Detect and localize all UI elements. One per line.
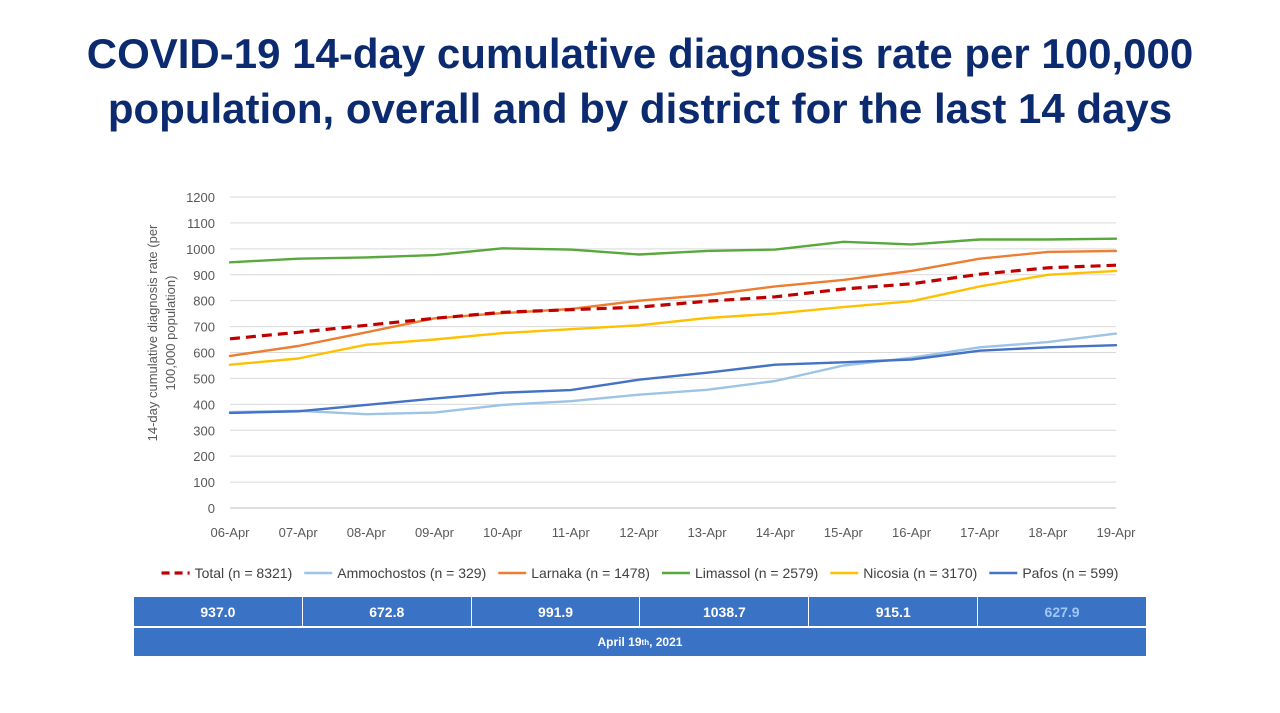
y-tick-label: 100 — [193, 475, 215, 490]
x-tick-label: 10-Apr — [483, 525, 523, 540]
series-line-nicosia — [228, 269, 1118, 366]
x-tick-label: 11-Apr — [552, 525, 591, 540]
y-tick-label: 900 — [193, 268, 215, 283]
y-tick-label: 400 — [193, 397, 215, 412]
summary-values-row: 937.0 672.8 991.9 1038.7 915.1 627.9 — [134, 597, 1146, 626]
x-tick-label: 19-Apr — [1096, 525, 1136, 540]
x-tick-label: 12-Apr — [619, 525, 659, 540]
series-line-limassol — [228, 237, 1118, 264]
legend-label-ammochostos: Ammochostos (n = 329) — [337, 565, 486, 581]
y-axis-title-line-1: 14-day cumulative diagnosis rate (per — [145, 224, 160, 441]
x-tick-label: 08-Apr — [347, 525, 387, 540]
y-tick-label: 1000 — [186, 242, 215, 257]
legend-label-limassol: Limassol (n = 2579) — [695, 565, 818, 581]
summary-date-main: April 19 — [597, 635, 642, 649]
legend-label-nicosia: Nicosia (n = 3170) — [863, 565, 977, 581]
x-tick-label: 16-Apr — [892, 525, 932, 540]
y-tick-label: 300 — [193, 423, 215, 438]
x-tick-label: 06-Apr — [210, 525, 250, 540]
summary-value-total: 937.0 — [134, 597, 303, 626]
y-tick-label: 1200 — [186, 190, 215, 205]
series-line-larnaka — [228, 249, 1118, 358]
page-title: COVID-19 14-day cumulative diagnosis rat… — [0, 26, 1280, 136]
summary-value-ammochostos: 672.8 — [303, 597, 472, 626]
legend-label-larnaka: Larnaka (n = 1478) — [531, 565, 650, 581]
title-line-2: population, overall and by district for … — [107, 85, 1173, 132]
legend-label-total: Total (n = 8321) — [195, 565, 293, 581]
y-axis-title-line-2: 100,000 population) — [163, 276, 178, 391]
summary-date-year: , 2021 — [649, 635, 683, 649]
series-line-pafos — [228, 344, 1118, 415]
summary-value-limassol: 1038.7 — [640, 597, 810, 626]
x-tick-label: 07-Apr — [279, 525, 319, 540]
y-tick-label: 1100 — [187, 216, 215, 231]
y-tick-label: 200 — [193, 449, 215, 464]
series-line-ammochostos — [228, 332, 1118, 416]
x-tick-label: 13-Apr — [688, 525, 728, 540]
x-tick-label: 17-Apr — [960, 525, 1000, 540]
series-line-total — [229, 263, 1117, 341]
x-tick-label: 15-Apr — [824, 525, 864, 540]
x-tick-label: 14-Apr — [756, 525, 796, 540]
y-tick-label: 600 — [193, 346, 215, 361]
title-line-1: COVID-19 14-day cumulative diagnosis rat… — [86, 30, 1194, 77]
y-tick-label: 700 — [193, 320, 215, 335]
y-tick-label: 0 — [208, 501, 215, 516]
y-tick-label: 800 — [193, 294, 215, 309]
line-chart: 0 100 200 300 400 500 600 700 800 900 1000 1100 1200… — [145, 190, 1136, 581]
summary-value-nicosia: 915.1 — [809, 597, 979, 626]
x-tick-label: 18-Apr — [1028, 525, 1068, 540]
summary-value-pafos: 627.9 — [1044, 603, 1080, 620]
y-tick-label: 500 — [193, 371, 215, 386]
summary-date-suffix: th — [641, 637, 650, 647]
x-tick-label: 09-Apr — [415, 525, 455, 540]
legend-label-pafos: Pafos (n = 599) — [1022, 565, 1118, 581]
summary-value-larnaka: 991.9 — [472, 597, 641, 626]
